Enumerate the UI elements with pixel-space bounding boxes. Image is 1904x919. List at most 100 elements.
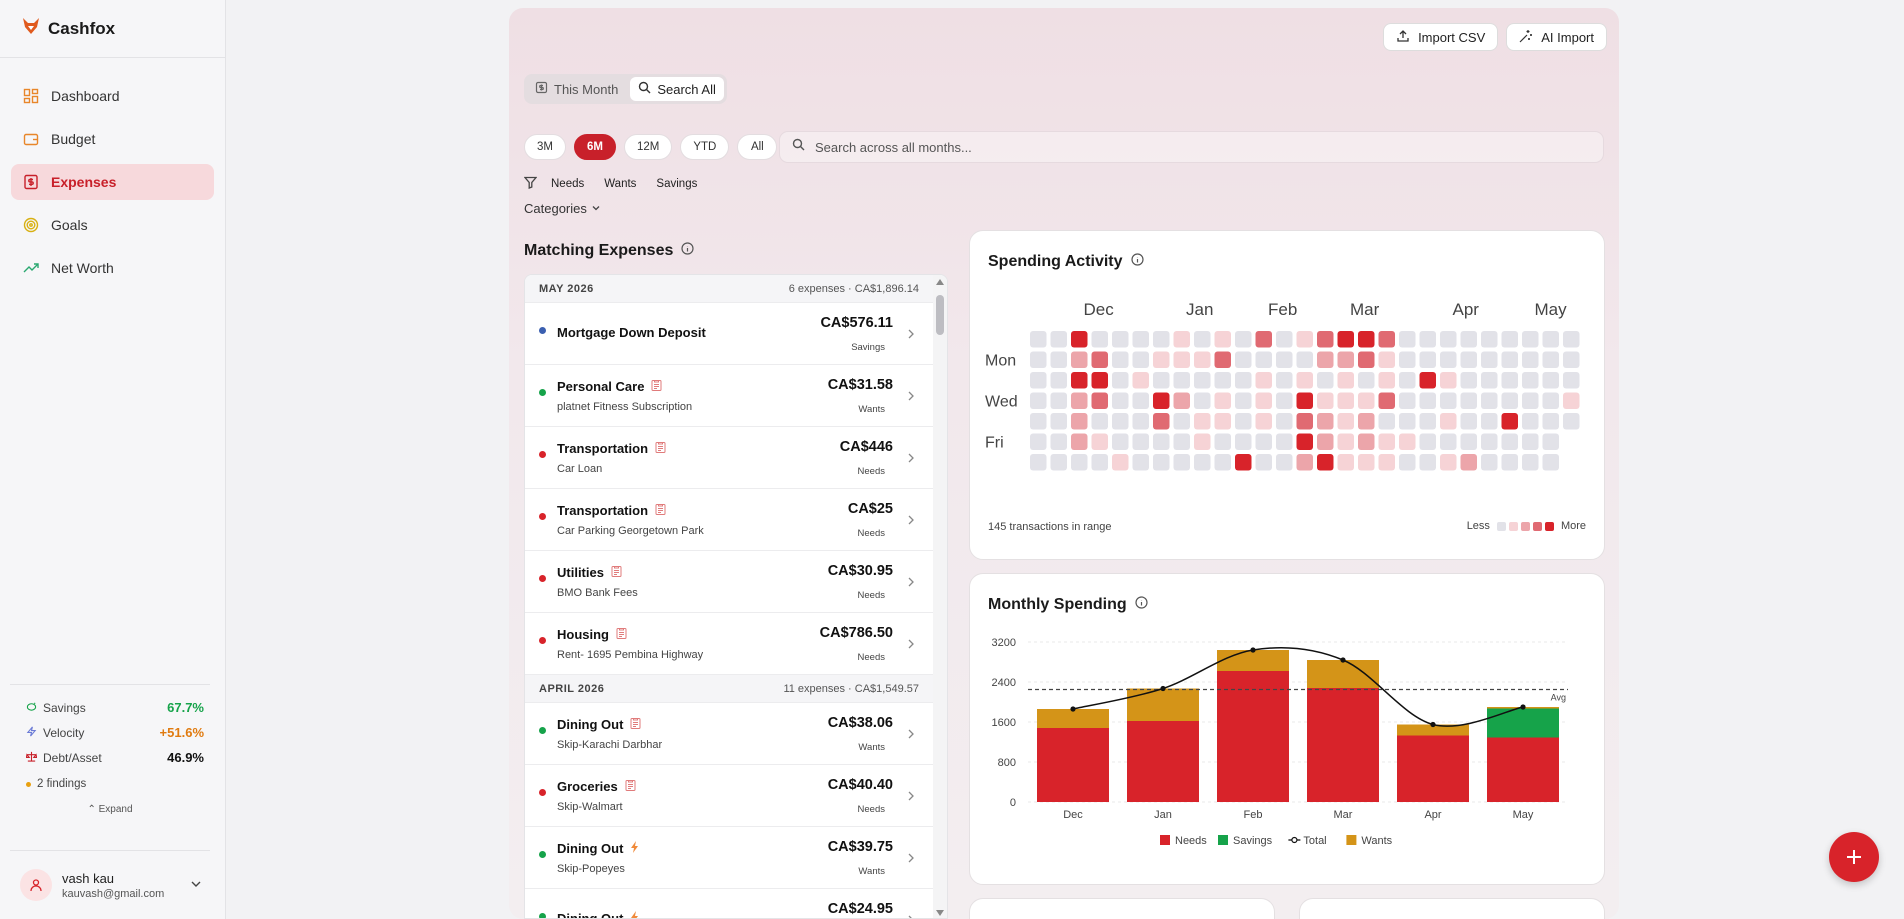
heatmap-cell[interactable] [1419, 454, 1437, 471]
heatmap-cell[interactable] [1501, 392, 1519, 410]
heatmap-cell[interactable] [1153, 392, 1170, 410]
expense-row[interactable]: Housing Rent- 1695 Pembina Highway CA$786.… [525, 613, 933, 675]
heatmap-cell[interactable] [1542, 433, 1560, 451]
heatmap-cell[interactable] [1501, 351, 1519, 369]
heatmap-cell[interactable] [1296, 454, 1314, 471]
heatmap-cell[interactable] [1091, 331, 1109, 348]
search-input[interactable] [815, 139, 1515, 155]
metric-savings[interactable]: Savings 67.7% [10, 695, 210, 720]
heatmap-cell[interactable] [1235, 392, 1252, 410]
heatmap-cell[interactable] [1132, 392, 1150, 410]
heatmap-cell[interactable] [1030, 433, 1047, 451]
findings[interactable]: 2 findings [10, 770, 210, 790]
heatmap-cell[interactable] [1378, 331, 1396, 348]
heatmap-cell[interactable] [1358, 392, 1375, 410]
heatmap-cell[interactable] [1501, 413, 1519, 430]
heatmap-cell[interactable] [1399, 392, 1416, 410]
heatmap-cell[interactable] [1337, 351, 1355, 369]
categories-dropdown[interactable]: Categories [524, 201, 601, 216]
heatmap-cell[interactable] [1522, 413, 1539, 430]
heatmap-cell[interactable] [1296, 351, 1314, 369]
heatmap-cell[interactable] [1255, 351, 1273, 369]
bar-segment-savings[interactable] [1487, 708, 1559, 738]
filter-chip-wants[interactable]: Wants [604, 178, 637, 190]
heatmap-cell[interactable] [1542, 392, 1560, 410]
heatmap-cell[interactable] [1132, 372, 1150, 389]
heatmap-cell[interactable] [1399, 351, 1416, 369]
heatmap-cell[interactable] [1091, 433, 1109, 451]
heatmap-cell[interactable] [1030, 454, 1047, 471]
heatmap-cell[interactable] [1030, 392, 1047, 410]
heatmap-cell[interactable] [1460, 413, 1478, 430]
heatmap-cell[interactable] [1235, 413, 1252, 430]
heatmap-cell[interactable] [1419, 392, 1437, 410]
heatmap-cell[interactable] [1337, 331, 1355, 348]
heatmap-cell[interactable] [1501, 454, 1519, 471]
heatmap-cell[interactable] [1173, 454, 1191, 471]
heatmap-cell[interactable] [1153, 454, 1170, 471]
heatmap-cell[interactable] [1050, 351, 1068, 369]
bar-segment-wants[interactable] [1217, 650, 1289, 671]
heatmap-cell[interactable] [1399, 433, 1416, 451]
bar-segment-wants[interactable] [1397, 724, 1469, 736]
bar-segment-needs[interactable] [1397, 735, 1469, 803]
sidebar-item-budget[interactable]: Budget [11, 121, 214, 157]
expense-row[interactable]: Dining Out Skip-Karachi Darbhar CA$38.06 Wa… [525, 703, 933, 765]
heatmap-cell[interactable] [1091, 413, 1109, 430]
this-month-option[interactable]: This Month [527, 77, 626, 101]
heatmap-cell[interactable] [1235, 372, 1252, 389]
expense-row[interactable]: Mortgage Down Deposit CA$576.11 Savings [525, 303, 933, 365]
heatmap-cell[interactable] [1501, 331, 1519, 348]
heatmap-cell[interactable] [1235, 433, 1252, 451]
heatmap-cell[interactable] [1337, 392, 1355, 410]
heatmap-cell[interactable] [1296, 413, 1314, 430]
heatmap-cell[interactable] [1112, 413, 1129, 430]
heatmap-cell[interactable] [1276, 454, 1293, 471]
total-point[interactable] [1430, 721, 1436, 728]
heatmap-cell[interactable] [1214, 454, 1232, 471]
range-6m[interactable]: 6M [573, 134, 616, 160]
range-3m[interactable]: 3M [524, 134, 566, 160]
expense-row[interactable]: Utilities BMO Bank Fees CA$30.95 Needs [525, 551, 933, 613]
scroll-up-icon[interactable] [936, 279, 944, 285]
heatmap-cell[interactable] [1542, 454, 1560, 471]
range-all[interactable]: All [737, 134, 778, 160]
heatmap-cell[interactable] [1091, 454, 1109, 471]
heatmap-cell[interactable] [1378, 454, 1396, 471]
heatmap-cell[interactable] [1563, 413, 1580, 430]
heatmap-cell[interactable] [1132, 351, 1150, 369]
sidebar-item-expenses[interactable]: Expenses [11, 164, 214, 200]
ai-import-button[interactable]: AI Import [1506, 23, 1607, 51]
heatmap-cell[interactable] [1378, 351, 1396, 369]
heatmap-cell[interactable] [1419, 413, 1437, 430]
heatmap-cell[interactable] [1091, 351, 1109, 369]
total-point[interactable] [1340, 657, 1346, 663]
heatmap-cell[interactable] [1481, 392, 1498, 410]
heatmap-cell[interactable] [1296, 433, 1314, 451]
import-csv-button[interactable]: Import CSV [1383, 23, 1499, 51]
heatmap-cell[interactable] [1481, 454, 1498, 471]
heatmap-cell[interactable] [1501, 433, 1519, 451]
heatmap-cell[interactable] [1542, 413, 1560, 430]
heatmap-cell[interactable] [1276, 433, 1293, 451]
heatmap-cell[interactable] [1276, 331, 1293, 348]
heatmap-cell[interactable] [1358, 413, 1375, 430]
heatmap-cell[interactable] [1358, 372, 1375, 389]
heatmap-cell[interactable] [1071, 454, 1088, 471]
heatmap-cell[interactable] [1399, 372, 1416, 389]
heatmap-cell[interactable] [1522, 372, 1539, 389]
bar-segment-needs[interactable] [1307, 688, 1379, 802]
heatmap-cell[interactable] [1358, 351, 1375, 369]
heatmap-cell[interactable] [1522, 454, 1539, 471]
heatmap-cell[interactable] [1337, 454, 1355, 471]
heatmap-cell[interactable] [1071, 392, 1088, 410]
heatmap-cell[interactable] [1378, 413, 1396, 430]
heatmap-cell[interactable] [1255, 372, 1273, 389]
heatmap-cell[interactable] [1337, 372, 1355, 389]
heatmap-cell[interactable] [1378, 433, 1396, 451]
heatmap-cell[interactable] [1481, 351, 1498, 369]
heatmap-cell[interactable] [1153, 433, 1170, 451]
heatmap-cell[interactable] [1460, 392, 1478, 410]
heatmap-cell[interactable] [1173, 433, 1191, 451]
heatmap-cell[interactable] [1563, 392, 1580, 410]
